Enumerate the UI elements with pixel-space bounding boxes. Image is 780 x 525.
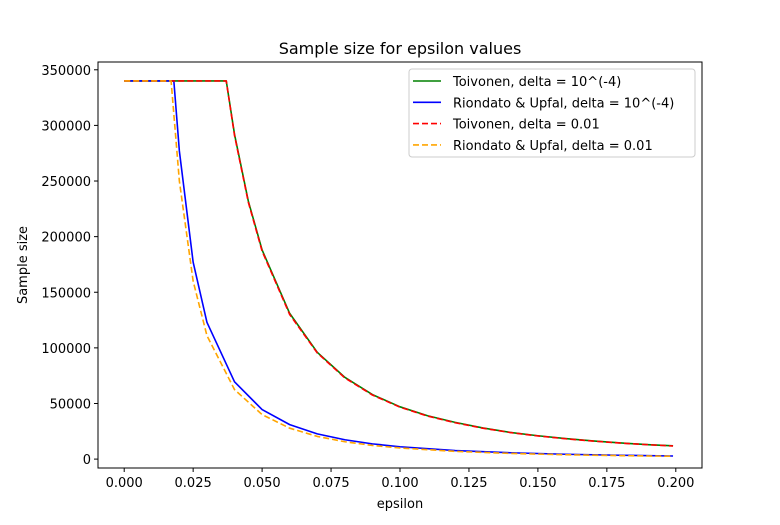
legend: Toivonen, delta = 10^(-4) Riondato & Upfa…: [408, 68, 696, 158]
series-line-4: [124, 80, 674, 458]
y-tick-label: 150000: [41, 286, 91, 301]
legend-label: Toivonen, delta = 10^(-4): [452, 75, 621, 90]
legend-box: [408, 68, 696, 158]
y-tick-label: 300000: [41, 119, 91, 134]
x-tick-label: 0.175: [588, 476, 625, 491]
x-tick-label: 0.025: [175, 476, 212, 491]
series-line-2: [124, 80, 674, 457]
legend-label: Riondato & Upfal, delta = 10^(-4): [453, 96, 674, 111]
y-tick-label: 200000: [41, 231, 91, 246]
x-axis-title: epsilon: [377, 497, 423, 512]
series-line-3: [124, 80, 674, 447]
chart-title: Sample size for epsilon values: [279, 39, 522, 58]
legend-label: Riondato & Upfal, delta = 0.01: [453, 139, 653, 154]
legend-label: Toivonen, delta = 0.01: [452, 118, 600, 133]
x-tick-label: 0.050: [243, 476, 280, 491]
x-tick-label: 0.100: [381, 476, 418, 491]
x-tick-label: 0.125: [450, 476, 487, 491]
x-tick-label: 0.075: [312, 476, 349, 491]
y-tick-label: 250000: [41, 175, 91, 190]
y-tick-label: 50000: [50, 397, 91, 412]
plot-series: [124, 80, 674, 458]
y-tick-label: 0: [83, 453, 91, 468]
x-tick-label: 0.150: [519, 476, 556, 491]
x-tick-label: 0.000: [106, 476, 143, 491]
y-tick-label: 100000: [41, 342, 91, 357]
x-tick-label: 0.200: [657, 476, 694, 491]
y-axis-title: Sample size: [16, 226, 31, 304]
y-tick-label: 350000: [41, 64, 91, 79]
x-axis: 0.000 0.025 0.050 0.075 0.100 0.125 0.150 0.175…: [106, 468, 694, 491]
y-axis: 0 50000 100000 150000 200000 250000 300000 3500…: [41, 64, 98, 468]
